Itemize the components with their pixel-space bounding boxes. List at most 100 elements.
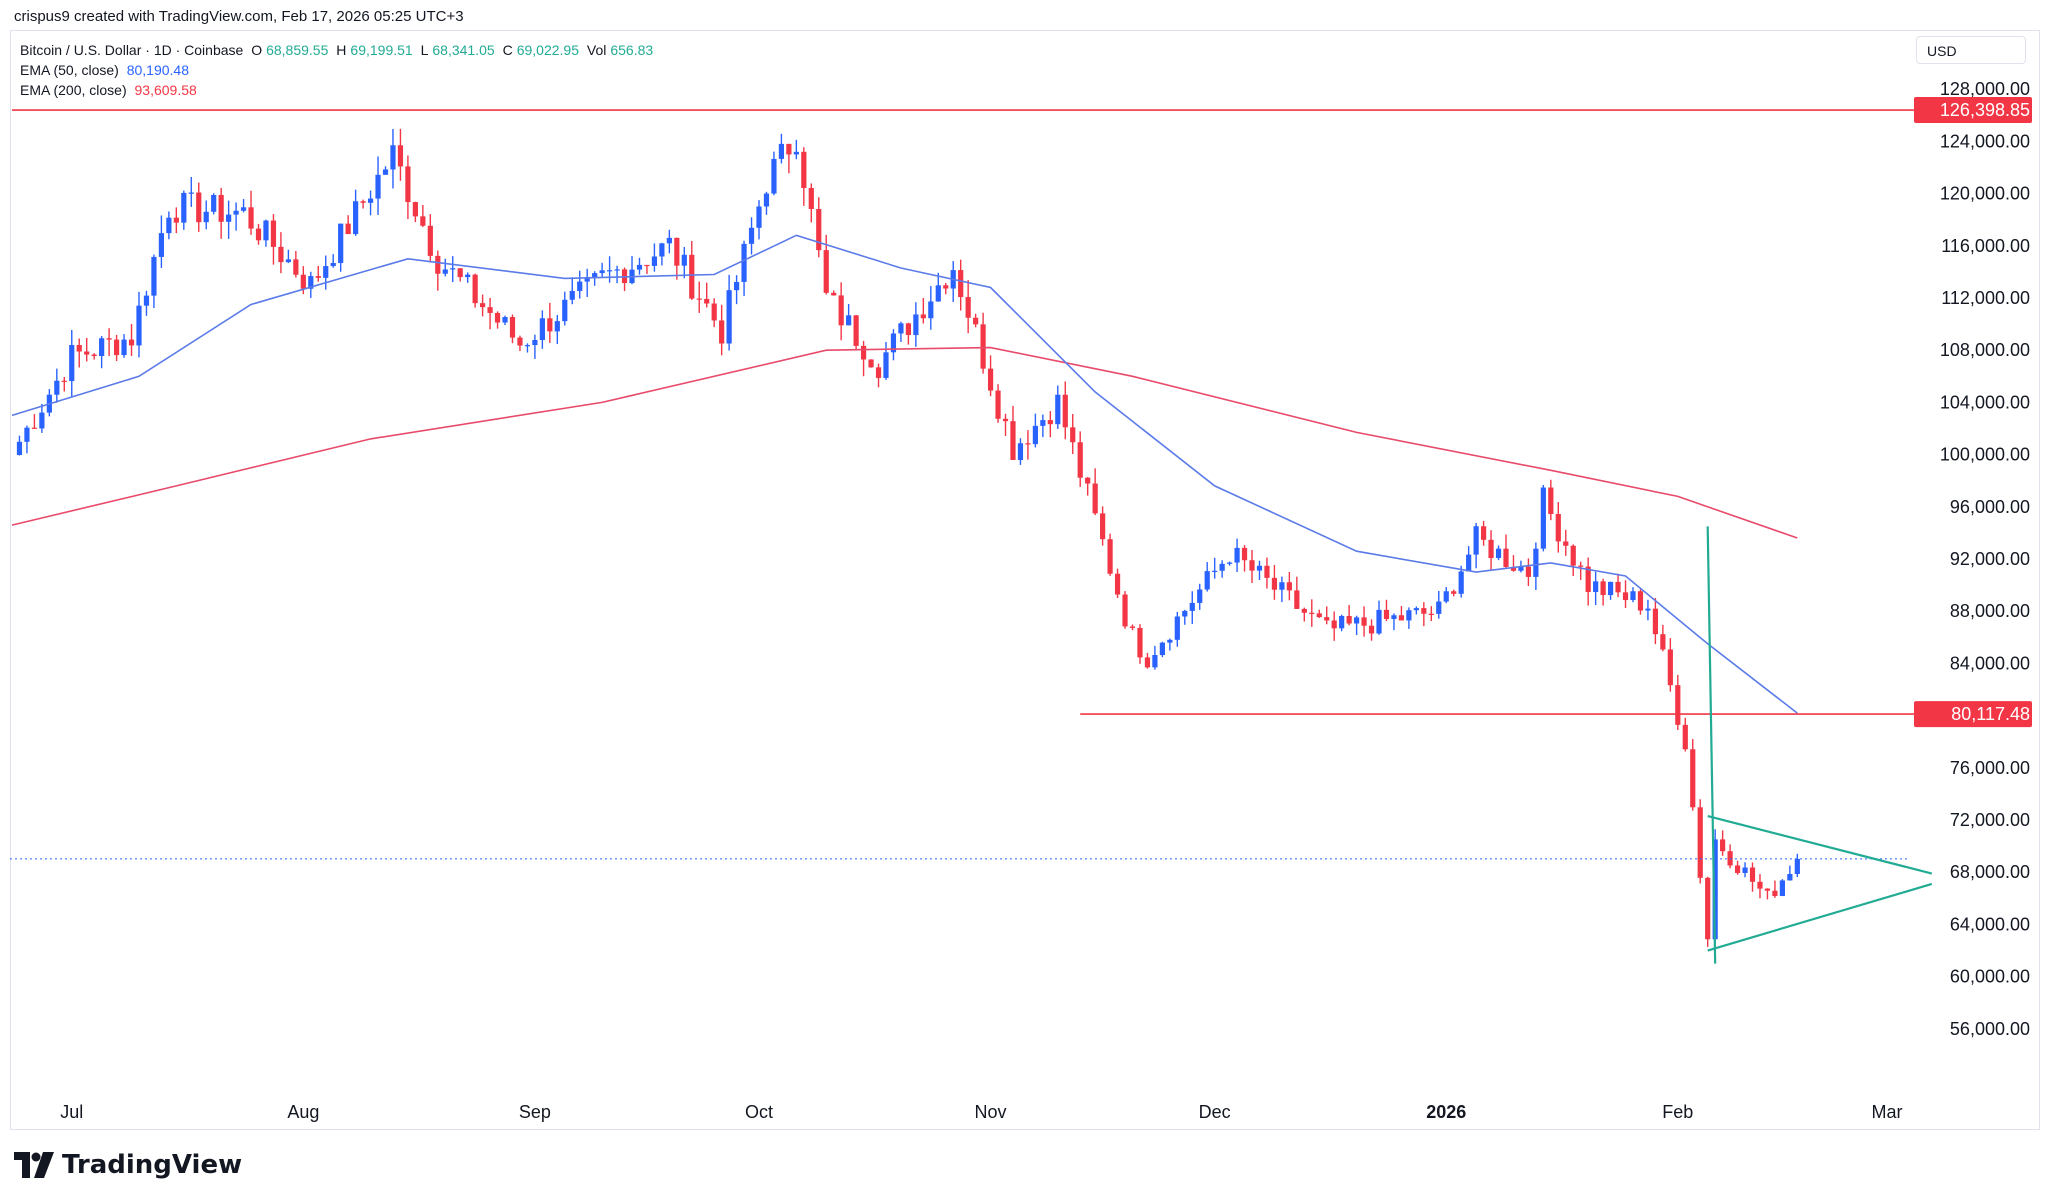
candle-body xyxy=(173,217,179,223)
attribution-text: crispus9 created with TradingView.com, F… xyxy=(14,8,464,25)
candle-down xyxy=(547,302,553,343)
candle-body xyxy=(1025,443,1031,445)
candle-down xyxy=(621,267,628,292)
candle-body xyxy=(1607,581,1614,596)
candle-body xyxy=(1585,566,1591,593)
candle-down xyxy=(1421,602,1427,627)
candle-body xyxy=(883,352,889,378)
candle-body xyxy=(1197,589,1203,603)
candle-down xyxy=(1705,876,1711,947)
candle-down xyxy=(76,338,82,368)
candle-body xyxy=(726,290,732,344)
candle-body xyxy=(1227,562,1233,564)
candle-up xyxy=(151,254,157,309)
candle-up xyxy=(950,261,956,302)
currency-selector[interactable]: USD xyxy=(1916,36,2026,64)
candle-up xyxy=(1593,571,1599,606)
candle-body xyxy=(733,281,740,291)
candle-down xyxy=(1092,468,1098,516)
candle-down xyxy=(644,264,650,275)
y-tick-label: 112,000.00 xyxy=(1941,288,2030,308)
candle-up xyxy=(771,151,777,196)
symbol-label[interactable]: Bitcoin / U.S. Dollar · 1D · Coinbase xyxy=(20,42,244,58)
tradingview-logo[interactable]: TradingView xyxy=(14,1150,242,1180)
candle-body xyxy=(382,169,389,175)
candle-body xyxy=(1563,541,1569,546)
candle-body xyxy=(1637,591,1644,611)
candle-up xyxy=(1495,545,1502,561)
candle-down xyxy=(980,312,986,374)
candle-down xyxy=(1578,561,1584,580)
candle-body xyxy=(816,209,822,251)
candle-down xyxy=(61,376,67,392)
candle-body xyxy=(121,339,127,356)
candle-down xyxy=(689,240,695,301)
candle-down xyxy=(1428,606,1434,621)
candle-down xyxy=(427,214,433,263)
candle-body xyxy=(353,201,359,235)
ema50-row[interactable]: EMA (50, close) 80,190.48 xyxy=(20,60,657,80)
candle-body xyxy=(778,143,785,159)
candle-body xyxy=(1391,615,1397,619)
candle-down xyxy=(457,268,463,282)
candle-body xyxy=(1413,608,1419,611)
x-tick-label: Jul xyxy=(60,1102,83,1122)
candle-up xyxy=(913,302,919,347)
candle-down xyxy=(196,182,202,232)
candle-body xyxy=(1428,613,1434,615)
candle-down xyxy=(704,282,710,308)
candle-body xyxy=(457,268,463,278)
candle-down xyxy=(1697,799,1703,884)
candle-body xyxy=(412,202,418,217)
candle-body xyxy=(786,143,792,155)
candle-body xyxy=(270,220,277,247)
candle-body xyxy=(367,198,374,203)
candle-body xyxy=(1406,610,1412,621)
candle-body xyxy=(1548,487,1554,515)
candle-body xyxy=(196,192,202,223)
candle-body xyxy=(1346,616,1352,624)
candle-down xyxy=(517,335,523,352)
candle-body xyxy=(1615,581,1621,593)
candle-down xyxy=(1548,479,1554,521)
candle-up xyxy=(1182,609,1188,625)
candle-body xyxy=(1705,877,1711,940)
candles xyxy=(16,128,1800,947)
candle-body xyxy=(1593,581,1599,593)
candle-body xyxy=(218,194,224,222)
candle-down xyxy=(412,201,418,223)
candle-up xyxy=(592,271,598,286)
candle-up xyxy=(1032,413,1038,448)
candle-body xyxy=(338,223,344,263)
candle-down xyxy=(838,282,844,341)
candle-down xyxy=(786,143,792,174)
candle-body xyxy=(166,217,172,234)
candle-down xyxy=(905,322,911,345)
candle-body xyxy=(315,276,321,278)
candle-up xyxy=(450,256,456,283)
y-tick-label: 72,000.00 xyxy=(1950,810,2030,830)
candle-body xyxy=(442,269,448,274)
candle-up xyxy=(629,256,635,285)
candle-down xyxy=(1331,611,1337,641)
x-tick-label: Oct xyxy=(745,1102,773,1122)
candle-body xyxy=(1540,487,1546,549)
candle-up xyxy=(1234,538,1240,572)
y-tick-label: 92,000.00 xyxy=(1950,549,2030,569)
candle-down xyxy=(1727,844,1733,869)
candle-down xyxy=(860,340,867,377)
candle-down xyxy=(965,280,971,334)
price-level-label: 80,117.48 xyxy=(1951,704,2030,724)
candle-body xyxy=(973,317,979,325)
candle-down xyxy=(1510,555,1517,572)
ema200-row[interactable]: EMA (200, close) 93,609.58 xyxy=(20,80,657,100)
candle-down xyxy=(987,355,994,397)
candle-down xyxy=(1100,506,1106,546)
candle-body xyxy=(1361,617,1367,626)
candle-up xyxy=(1443,587,1449,604)
candle-up xyxy=(143,290,150,316)
candle-down xyxy=(1085,477,1091,496)
candle-down xyxy=(420,204,426,227)
